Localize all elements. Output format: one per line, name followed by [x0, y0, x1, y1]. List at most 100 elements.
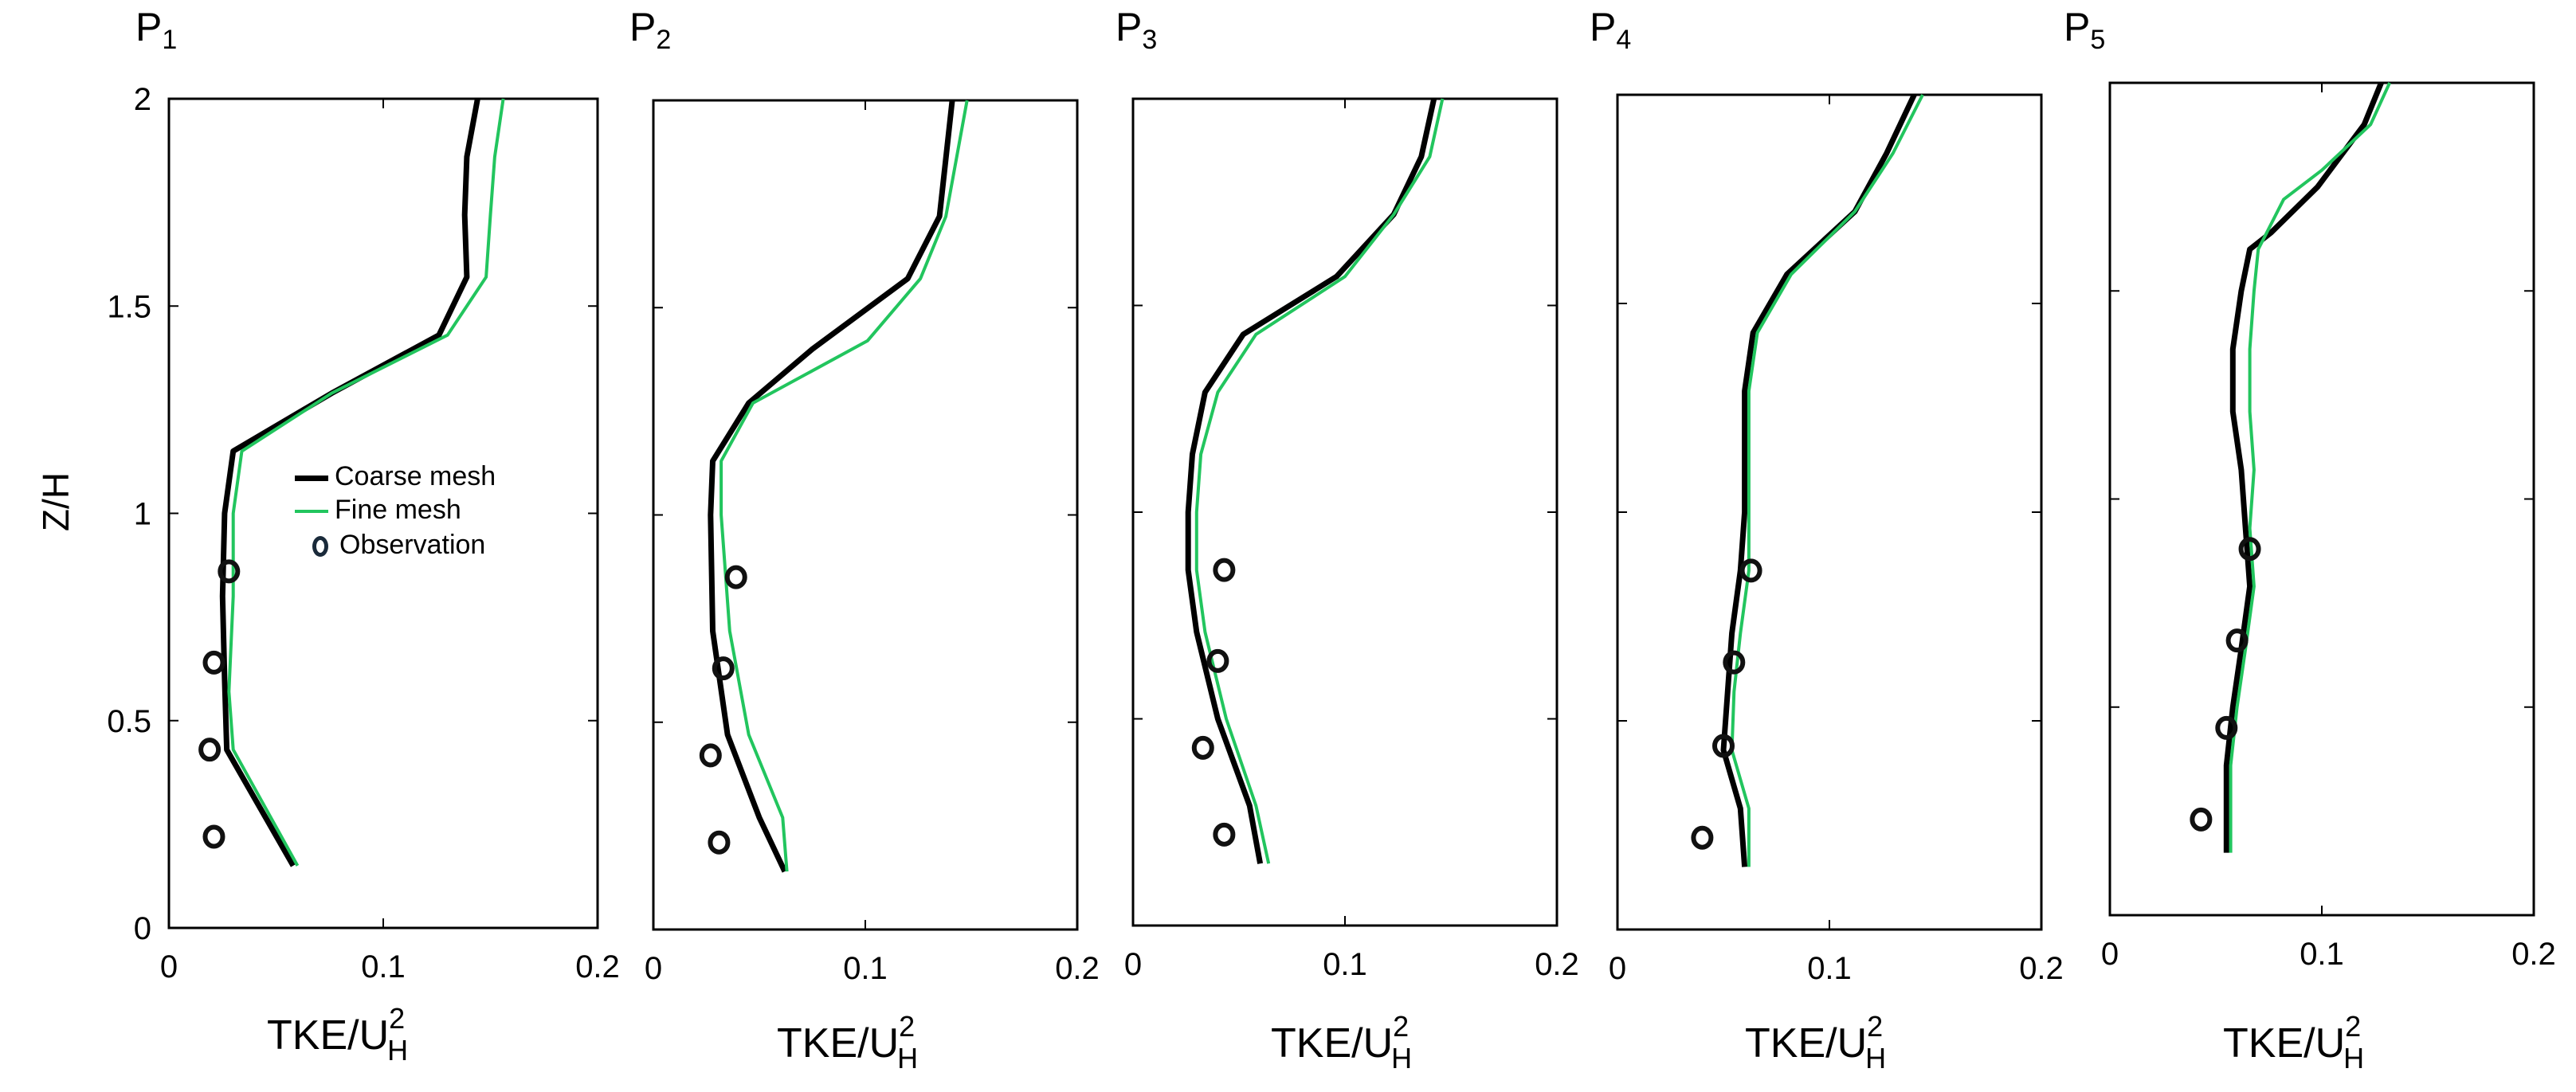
xlabel-sup: 2	[2345, 1010, 2362, 1043]
legend-marker-obs	[312, 536, 328, 558]
observation-point-p5	[2190, 807, 2213, 832]
x-tick-label-p1: 0.2	[575, 949, 620, 984]
coarse-mesh-line-p3	[1185, 98, 1437, 864]
x-tick-label-p5: 0.1	[2300, 937, 2344, 972]
observation-point-p3	[1213, 822, 1236, 847]
xlabel-sub: H	[1865, 1042, 1887, 1074]
y-tick-label-p1: 1.5	[107, 289, 151, 324]
observation-point-p1	[198, 738, 222, 762]
x-tick-label-p4: 0.2	[2019, 951, 2064, 986]
xlabel-main: TKE/U	[777, 1020, 900, 1067]
y-tick-label-p1: 2	[134, 82, 151, 117]
observation-point-p3	[1206, 648, 1229, 673]
observation-point-p1	[218, 559, 241, 584]
plot-frame-p4	[1616, 93, 2043, 931]
fine-mesh-line-p5	[2229, 82, 2391, 853]
panel-title-p2: P2	[629, 5, 671, 62]
observation-point-p4	[1691, 825, 1714, 850]
panel-title-sub: 3	[1142, 25, 1158, 55]
observation-point-p4	[1739, 558, 1762, 583]
plot-frame-p2	[652, 99, 1079, 931]
observation-point-p1	[202, 824, 225, 849]
y-tick-label-p1: 1	[134, 497, 151, 532]
panel-title-sub: 2	[656, 25, 672, 55]
xlabel-sub: H	[1391, 1042, 1413, 1074]
observation-point-p2	[724, 565, 747, 589]
observation-point-p5	[2225, 628, 2249, 653]
legend-swatch-coarse	[295, 475, 328, 481]
fine-mesh-line-p3	[1194, 98, 1445, 864]
observation-point-p3	[1191, 735, 1214, 760]
legend-item-coarse: Coarse mesh	[295, 460, 496, 492]
coarse-mesh-line-p5	[2223, 81, 2384, 853]
x-tick-label-p2: 0.1	[843, 951, 888, 986]
x-axis-label-p3: TKE/U2H	[1271, 1010, 1429, 1074]
x-tick-label-p3: 0.1	[1323, 947, 1367, 982]
panel-title-p1: P1	[135, 5, 177, 62]
xlabel-main: TKE/U	[1745, 1020, 1868, 1067]
y-tick-label-p1: 0	[134, 911, 151, 946]
fine-mesh-line-p1	[227, 98, 505, 867]
xlabel-main: TKE/U	[1271, 1020, 1394, 1067]
observation-point-p2	[699, 743, 722, 768]
fine-mesh-line-p4	[1730, 94, 1924, 867]
xlabel-sup: 2	[1867, 1010, 1884, 1043]
x-tick-label-p1: 0	[160, 949, 178, 984]
x-axis-label-p4: TKE/U2H	[1745, 1010, 1904, 1074]
panel-title-sub: 4	[1616, 25, 1632, 55]
panel-title-letter: P	[1115, 5, 1143, 49]
x-tick-label-p3: 0.2	[1535, 947, 1579, 982]
panel-title-letter: P	[2064, 5, 2091, 49]
coarse-mesh-line-p1	[219, 98, 480, 867]
coarse-mesh-line-p4	[1720, 93, 1917, 867]
xlabel-sub: H	[897, 1042, 919, 1074]
xlabel-sup: 2	[899, 1010, 916, 1043]
x-tick-label-p4: 0	[1609, 951, 1626, 986]
legend-item-obs: Observation	[295, 529, 485, 561]
observation-point-p1	[202, 650, 225, 675]
fine-mesh-line-p2	[719, 100, 969, 872]
xlabel-sub: H	[387, 1034, 409, 1067]
x-tick-label-p3: 0	[1124, 947, 1142, 982]
plot-frame-p5	[2108, 81, 2535, 917]
y-axis-label: Z/H	[35, 472, 76, 532]
observation-point-p3	[1213, 558, 1236, 582]
legend-item-fine: Fine mesh	[295, 494, 461, 526]
xlabel-sup: 2	[389, 1002, 406, 1035]
xlabel-sup: 2	[1393, 1010, 1410, 1043]
panel-title-letter: P	[629, 5, 657, 49]
legend-swatch-fine	[295, 510, 328, 514]
legend: Coarse mesh Fine mesh Observation	[295, 460, 598, 580]
xlabel-main: TKE/U	[2223, 1020, 2346, 1067]
legend-label-obs: Observation	[339, 530, 486, 560]
observation-point-p5	[2238, 537, 2261, 562]
panel-title-p3: P3	[1115, 5, 1157, 62]
x-tick-label-p5: 0	[2101, 937, 2119, 972]
xlabel-sub: H	[2343, 1042, 2365, 1074]
coarse-mesh-line-p2	[708, 100, 955, 873]
panel-title-letter: P	[1590, 5, 1617, 49]
x-tick-label-p4: 0.1	[1807, 951, 1852, 986]
legend-label-fine: Fine mesh	[335, 495, 461, 525]
legend-label-coarse: Coarse mesh	[335, 461, 496, 491]
panel-title-p4: P4	[1590, 5, 1631, 62]
xlabel-main: TKE/U	[267, 1012, 390, 1059]
panel-title-p5: P5	[2064, 5, 2105, 62]
observation-point-p5	[2215, 715, 2238, 740]
panel-title-sub: 1	[162, 25, 178, 55]
x-tick-label-p2: 0.2	[1055, 951, 1100, 986]
y-tick-label-p1: 0.5	[107, 704, 151, 739]
x-tick-label-p1: 0.1	[361, 949, 406, 984]
x-tick-label-p5: 0.2	[2511, 937, 2556, 972]
x-axis-label-p5: TKE/U2H	[2223, 1010, 2382, 1074]
observation-point-p2	[712, 656, 735, 681]
observation-point-p4	[1723, 650, 1746, 675]
x-axis-label-p1: TKE/U2H	[267, 1002, 425, 1067]
panel-title-sub: 5	[2090, 25, 2106, 55]
x-tick-label-p2: 0	[645, 951, 662, 986]
x-axis-label-p2: TKE/U2H	[777, 1010, 935, 1074]
observation-point-p2	[708, 830, 731, 855]
observation-point-p4	[1712, 734, 1735, 758]
panel-title-letter: P	[135, 5, 163, 49]
